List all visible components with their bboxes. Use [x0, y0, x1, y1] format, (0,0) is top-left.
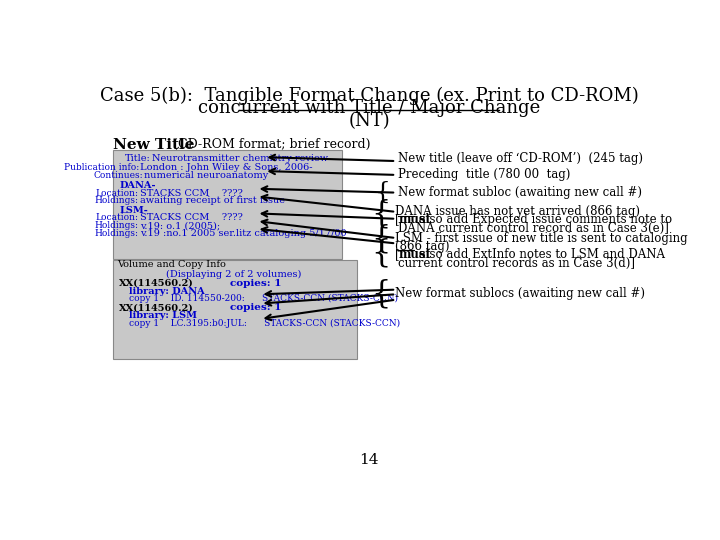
Text: (Displaying 2 of 2 volumes): (Displaying 2 of 2 volumes)	[166, 269, 301, 279]
Text: New format subloc (awaiting new call #): New format subloc (awaiting new call #)	[398, 186, 642, 199]
Text: Volume and Copy Info: Volume and Copy Info	[117, 260, 226, 269]
Text: STACKS CCM    ????: STACKS CCM ????	[140, 213, 243, 222]
Text: DANA issue has not yet arrived (866 tag): DANA issue has not yet arrived (866 tag)	[395, 205, 639, 218]
Text: DANA current control record as in Case 3(e)]: DANA current control record as in Case 3…	[398, 222, 670, 235]
Text: {: {	[372, 238, 391, 269]
Text: awaiting receipt of first issue: awaiting receipt of first issue	[140, 197, 284, 206]
Text: Holdings:: Holdings:	[94, 221, 138, 230]
Text: [: [	[395, 248, 399, 261]
Text: {: {	[375, 181, 391, 204]
Text: v.19: o.1 (2005);: v.19: o.1 (2005);	[140, 221, 220, 230]
Text: New Title: New Title	[113, 138, 194, 152]
Text: XX(114560.2): XX(114560.2)	[120, 303, 194, 313]
Text: copy 1    LC.3195:b0:JUL:      STACKS-CCN (STACKS-CCN): copy 1 LC.3195:b0:JUL: STACKS-CCN (STACK…	[129, 319, 400, 328]
Text: LSM-: LSM-	[120, 206, 148, 215]
Text: 14: 14	[359, 453, 379, 467]
Text: New title (leave off ‘CD-ROM’)  (245 tag): New title (leave off ‘CD-ROM’) (245 tag)	[398, 152, 644, 165]
Bar	[113, 260, 357, 359]
Text: Preceding  title (780 00  tag): Preceding title (780 00 tag)	[398, 168, 571, 181]
Text: STACKS CCM    ????: STACKS CCM ????	[140, 189, 243, 198]
Text: {: {	[372, 199, 391, 230]
Text: DANA-: DANA-	[120, 181, 156, 190]
Bar	[113, 150, 342, 259]
Text: current control records as in Case 3(d)]: current control records as in Case 3(d)]	[398, 256, 636, 269]
Text: copies: 1: copies: 1	[230, 279, 281, 288]
Text: (NT): (NT)	[348, 112, 390, 131]
Text: Title:: Title:	[125, 154, 150, 163]
Text: copies: 1: copies: 1	[230, 303, 281, 313]
Text: Continues:: Continues:	[93, 171, 143, 180]
Text: {: {	[372, 224, 391, 254]
Text: Holdings:: Holdings:	[94, 197, 138, 206]
Text: Case 5(b):  Tangible Format Change (ex. Print to CD-ROM): Case 5(b): Tangible Format Change (ex. P…	[99, 86, 639, 105]
Text: XX(114560.2): XX(114560.2)	[120, 279, 194, 288]
Text: numerical neuroanatomy: numerical neuroanatomy	[144, 171, 269, 180]
Text: Holdings:: Holdings:	[94, 229, 138, 238]
Text: Neurotransmitter chemistry review: Neurotransmitter chemistry review	[152, 154, 328, 163]
Text: Publication info:: Publication info:	[63, 163, 139, 172]
Text: Location:: Location:	[95, 189, 138, 198]
Text: LSM - first issue of new title is sent to cataloging: LSM - first issue of new title is sent t…	[395, 232, 687, 245]
Text: [: [	[395, 213, 399, 226]
Text: library: LSM: library: LSM	[129, 311, 197, 320]
Text: also add ExtInfo notes to LSM and DANA: also add ExtInfo notes to LSM and DANA	[415, 248, 665, 261]
Text: also add Expected issue comments note to: also add Expected issue comments note to	[415, 213, 672, 226]
Text: London : John Wiley & Sons, 2006-: London : John Wiley & Sons, 2006-	[140, 163, 313, 172]
Text: concurrent with Title / Major Change: concurrent with Title / Major Change	[198, 99, 540, 117]
Text: Location:: Location:	[95, 213, 138, 222]
Text: must: must	[398, 248, 431, 261]
Text: library: DANA: library: DANA	[129, 287, 204, 295]
Text: New format sublocs (awaiting new call #): New format sublocs (awaiting new call #)	[395, 287, 644, 300]
Text: (866 tag): (866 tag)	[395, 240, 449, 253]
Text: {: {	[372, 278, 391, 309]
Text: must: must	[398, 213, 431, 226]
Text: v.19 :no.1 2005 ser.litz cataloging 5/17/00: v.19 :no.1 2005 ser.litz cataloging 5/17…	[140, 229, 346, 238]
Text: (CD-ROM format; brief record): (CD-ROM format; brief record)	[169, 138, 371, 151]
Text: copy 1    ID. 114550-200:      STACKS-CCN (STACKS-CCN): copy 1 ID. 114550-200: STACKS-CCN (STACK…	[129, 294, 397, 303]
